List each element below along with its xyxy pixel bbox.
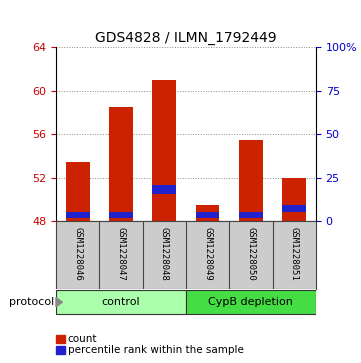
Bar xyxy=(282,205,306,212)
Text: count: count xyxy=(68,334,97,344)
Bar xyxy=(239,212,263,218)
Text: GSM1228046: GSM1228046 xyxy=(73,227,82,281)
Bar xyxy=(109,107,133,221)
Bar xyxy=(186,290,316,314)
Text: GSM1228047: GSM1228047 xyxy=(117,227,125,281)
Bar xyxy=(56,290,186,314)
Bar xyxy=(66,162,90,221)
Bar xyxy=(66,212,90,218)
Title: GDS4828 / ILMN_1792449: GDS4828 / ILMN_1792449 xyxy=(95,31,277,45)
Bar xyxy=(239,140,263,221)
Bar xyxy=(109,212,133,218)
Text: GSM1228050: GSM1228050 xyxy=(247,227,255,281)
Bar xyxy=(196,205,219,221)
Text: GSM1228049: GSM1228049 xyxy=(203,227,212,281)
Bar xyxy=(152,185,176,194)
Text: GSM1228048: GSM1228048 xyxy=(160,227,169,281)
Text: GSM1228051: GSM1228051 xyxy=(290,227,299,281)
Bar xyxy=(196,212,219,218)
Text: control: control xyxy=(102,297,140,307)
Text: percentile rank within the sample: percentile rank within the sample xyxy=(68,345,243,355)
Text: CypB depletion: CypB depletion xyxy=(208,297,293,307)
Bar xyxy=(282,178,306,221)
Text: protocol: protocol xyxy=(9,297,54,307)
Bar xyxy=(152,80,176,221)
